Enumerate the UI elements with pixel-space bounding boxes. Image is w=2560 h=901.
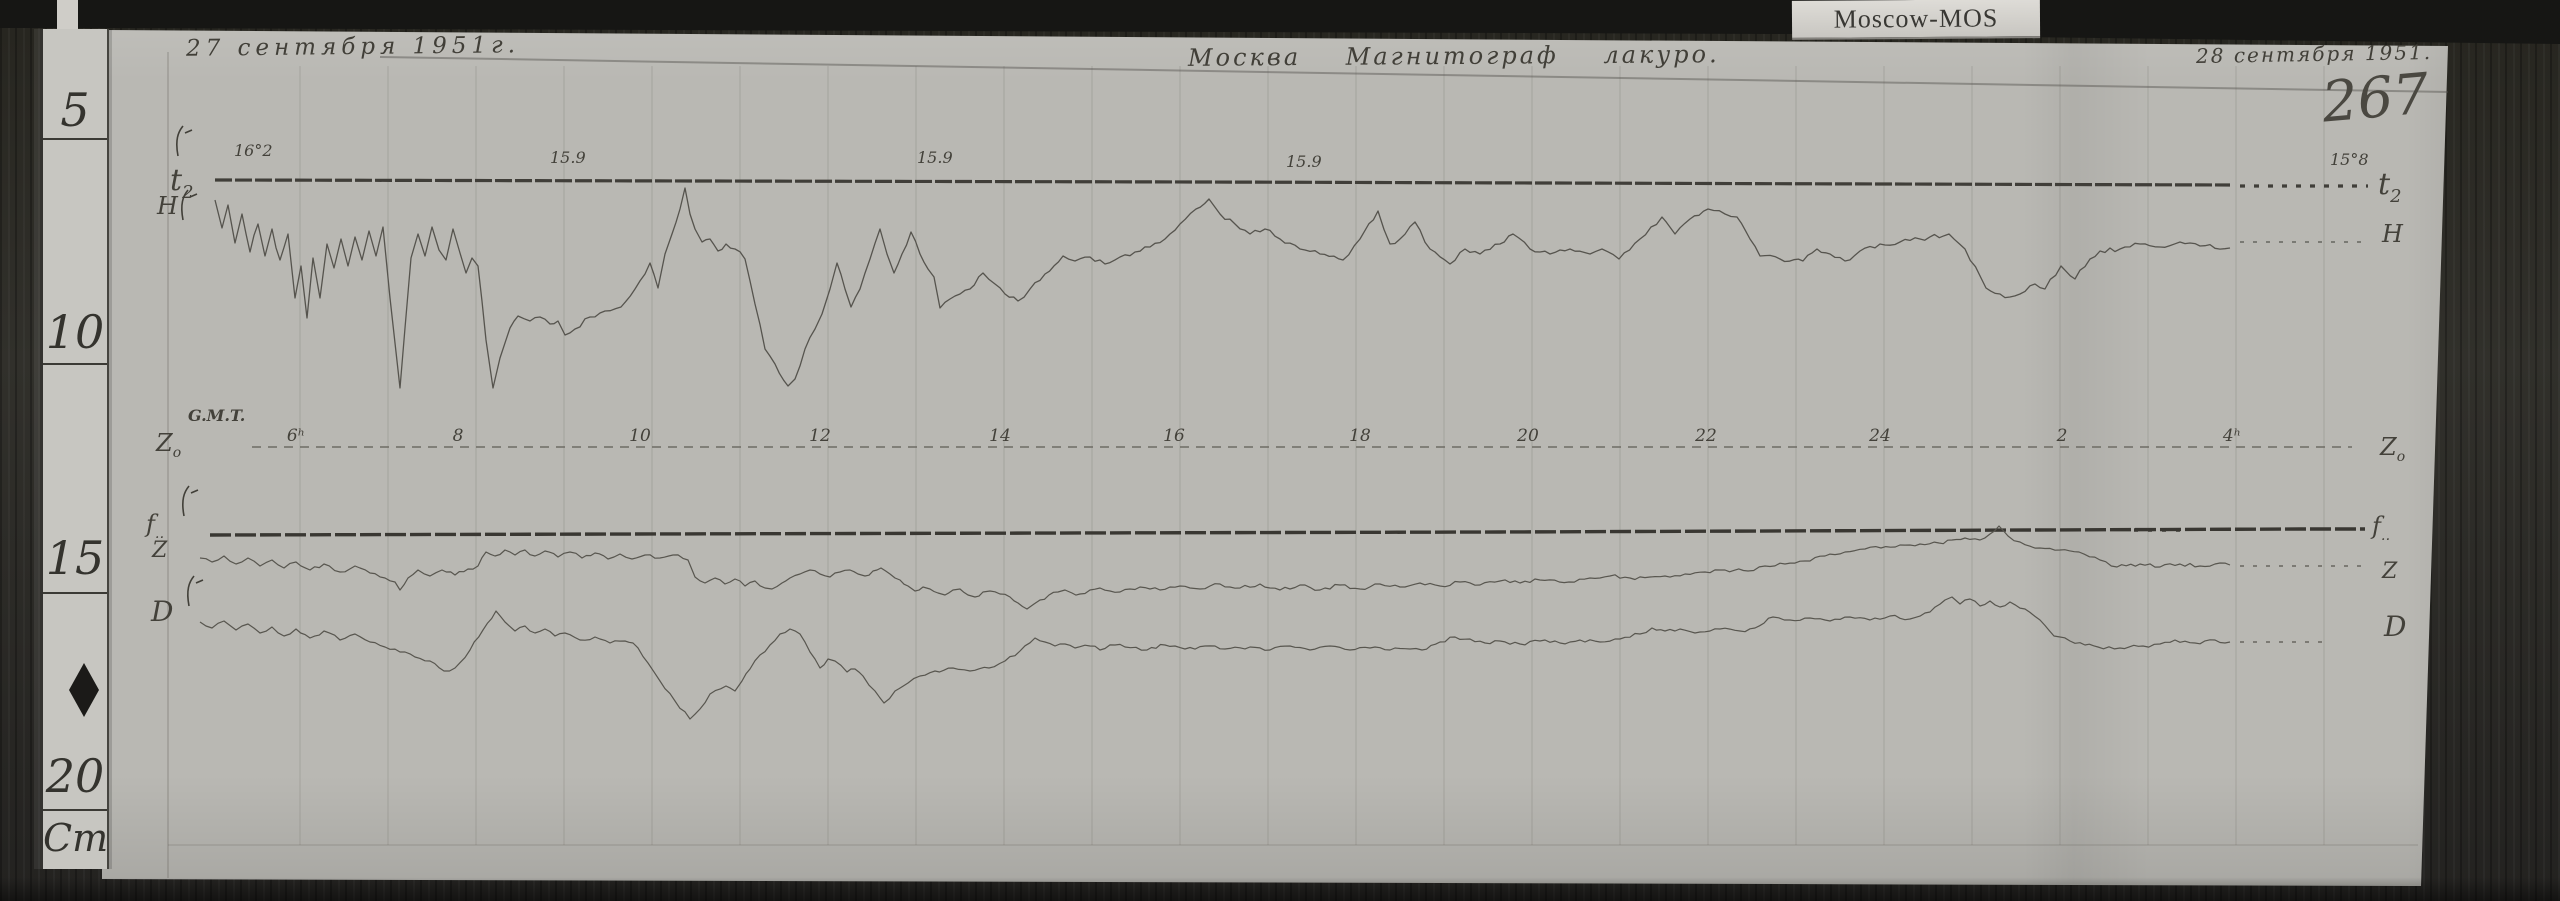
temperature-annotation: 15.9 [917, 148, 953, 167]
hour-label-24: 24 [1868, 426, 1891, 446]
d-label-right: D [2383, 610, 2406, 643]
ruler-tick [43, 138, 107, 140]
ruler-mark-20: 20 [45, 749, 105, 803]
hour-label-10: 10 [629, 426, 651, 446]
trace-H [214, 187, 2231, 389]
f-label-right: f‥ [2370, 512, 2390, 544]
hour-label-8: 8 [453, 426, 464, 446]
sheet-number: 267 [2319, 61, 2432, 136]
z-label-right: Z [2381, 559, 2398, 584]
temperature-annotation: 16°2 [234, 141, 273, 160]
hour-label-18: 18 [1349, 426, 1371, 446]
hour-label-4ʰ: 4ʰ [2222, 426, 2241, 446]
trace-Z [199, 525, 2231, 610]
fiducial-mark [176, 125, 193, 157]
z0-label-right: Zo [2379, 433, 2405, 465]
d-label-left: D [150, 595, 173, 628]
ruler-diamond-mark [69, 663, 99, 717]
hour-label-2: 2 [2056, 426, 2068, 446]
date-left: 27 сентября 1951г. [185, 32, 521, 62]
ruler-tick [43, 363, 107, 365]
background-bottom-edge [0, 877, 2560, 901]
ruler-mark-5: 5 [60, 83, 90, 137]
sheet-title: Москва Магнитограф лакуро. [1187, 40, 1720, 72]
hour-label-14: 14 [989, 426, 1011, 446]
gmt-axis-label: G.M.T. [188, 406, 245, 425]
temperature-annotation: 15°8 [2330, 150, 2369, 169]
station-label-text: Moscow-MOS [1833, 2, 1999, 34]
ruler-mark-10: 10 [45, 305, 105, 359]
hour-label-20: 20 [1516, 426, 1539, 446]
h-label-left: H [156, 192, 179, 220]
hour-label-6ʰ: 6ʰ [287, 426, 305, 446]
hour-label-22: 22 [1694, 426, 1717, 446]
cm-ruler: 5 10 15 20 Cm [40, 29, 109, 869]
temperature-annotation: 15.9 [550, 148, 586, 167]
ruler-mark-15: 15 [45, 531, 105, 585]
fiducial-mark [182, 485, 199, 517]
temperature-annotation: 15.9 [1286, 152, 1322, 171]
trace-D [199, 596, 2231, 720]
h-label-right: H [2381, 220, 2404, 248]
fiducial-mark [181, 189, 198, 221]
pencil-line [379, 56, 2449, 93]
hour-label-12: 12 [809, 426, 831, 446]
fiducial-mark [187, 575, 204, 607]
hour-label-16: 16 [1163, 426, 1185, 446]
t2-baseline [214, 178, 2231, 187]
z0-label-left: Zo [155, 429, 181, 461]
ruler-top-tab [57, 0, 78, 30]
f-baseline [209, 527, 2365, 537]
t2-label-right: t2 [2378, 167, 2402, 207]
ruler-tick [43, 592, 107, 594]
ruler-tick [43, 809, 107, 811]
station-label-tag: Moscow-MOS [1791, 0, 2041, 40]
z-label-left: Z [151, 538, 168, 563]
ruler-unit-label: Cm [43, 816, 109, 860]
